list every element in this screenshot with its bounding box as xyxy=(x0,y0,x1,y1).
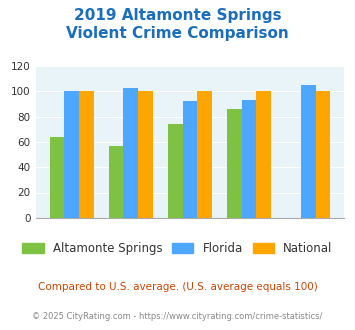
Bar xyxy=(182,101,197,218)
Bar xyxy=(50,137,64,218)
Text: Compared to U.S. average. (U.S. average equals 100): Compared to U.S. average. (U.S. average … xyxy=(38,282,317,292)
Bar xyxy=(64,91,79,218)
Bar xyxy=(227,109,242,218)
Bar xyxy=(124,87,138,218)
Bar xyxy=(168,124,182,218)
Bar xyxy=(138,91,153,218)
Bar xyxy=(301,85,316,218)
Bar xyxy=(197,91,212,218)
Legend: Altamonte Springs, Florida, National: Altamonte Springs, Florida, National xyxy=(18,237,337,260)
Bar xyxy=(316,91,330,218)
Text: © 2025 CityRating.com - https://www.cityrating.com/crime-statistics/: © 2025 CityRating.com - https://www.city… xyxy=(32,312,323,321)
Bar xyxy=(79,91,94,218)
Bar xyxy=(109,146,124,218)
Text: Violent Crime Comparison: Violent Crime Comparison xyxy=(66,26,289,41)
Text: 2019 Altamonte Springs: 2019 Altamonte Springs xyxy=(74,8,281,23)
Bar xyxy=(242,100,256,218)
Bar xyxy=(256,91,271,218)
